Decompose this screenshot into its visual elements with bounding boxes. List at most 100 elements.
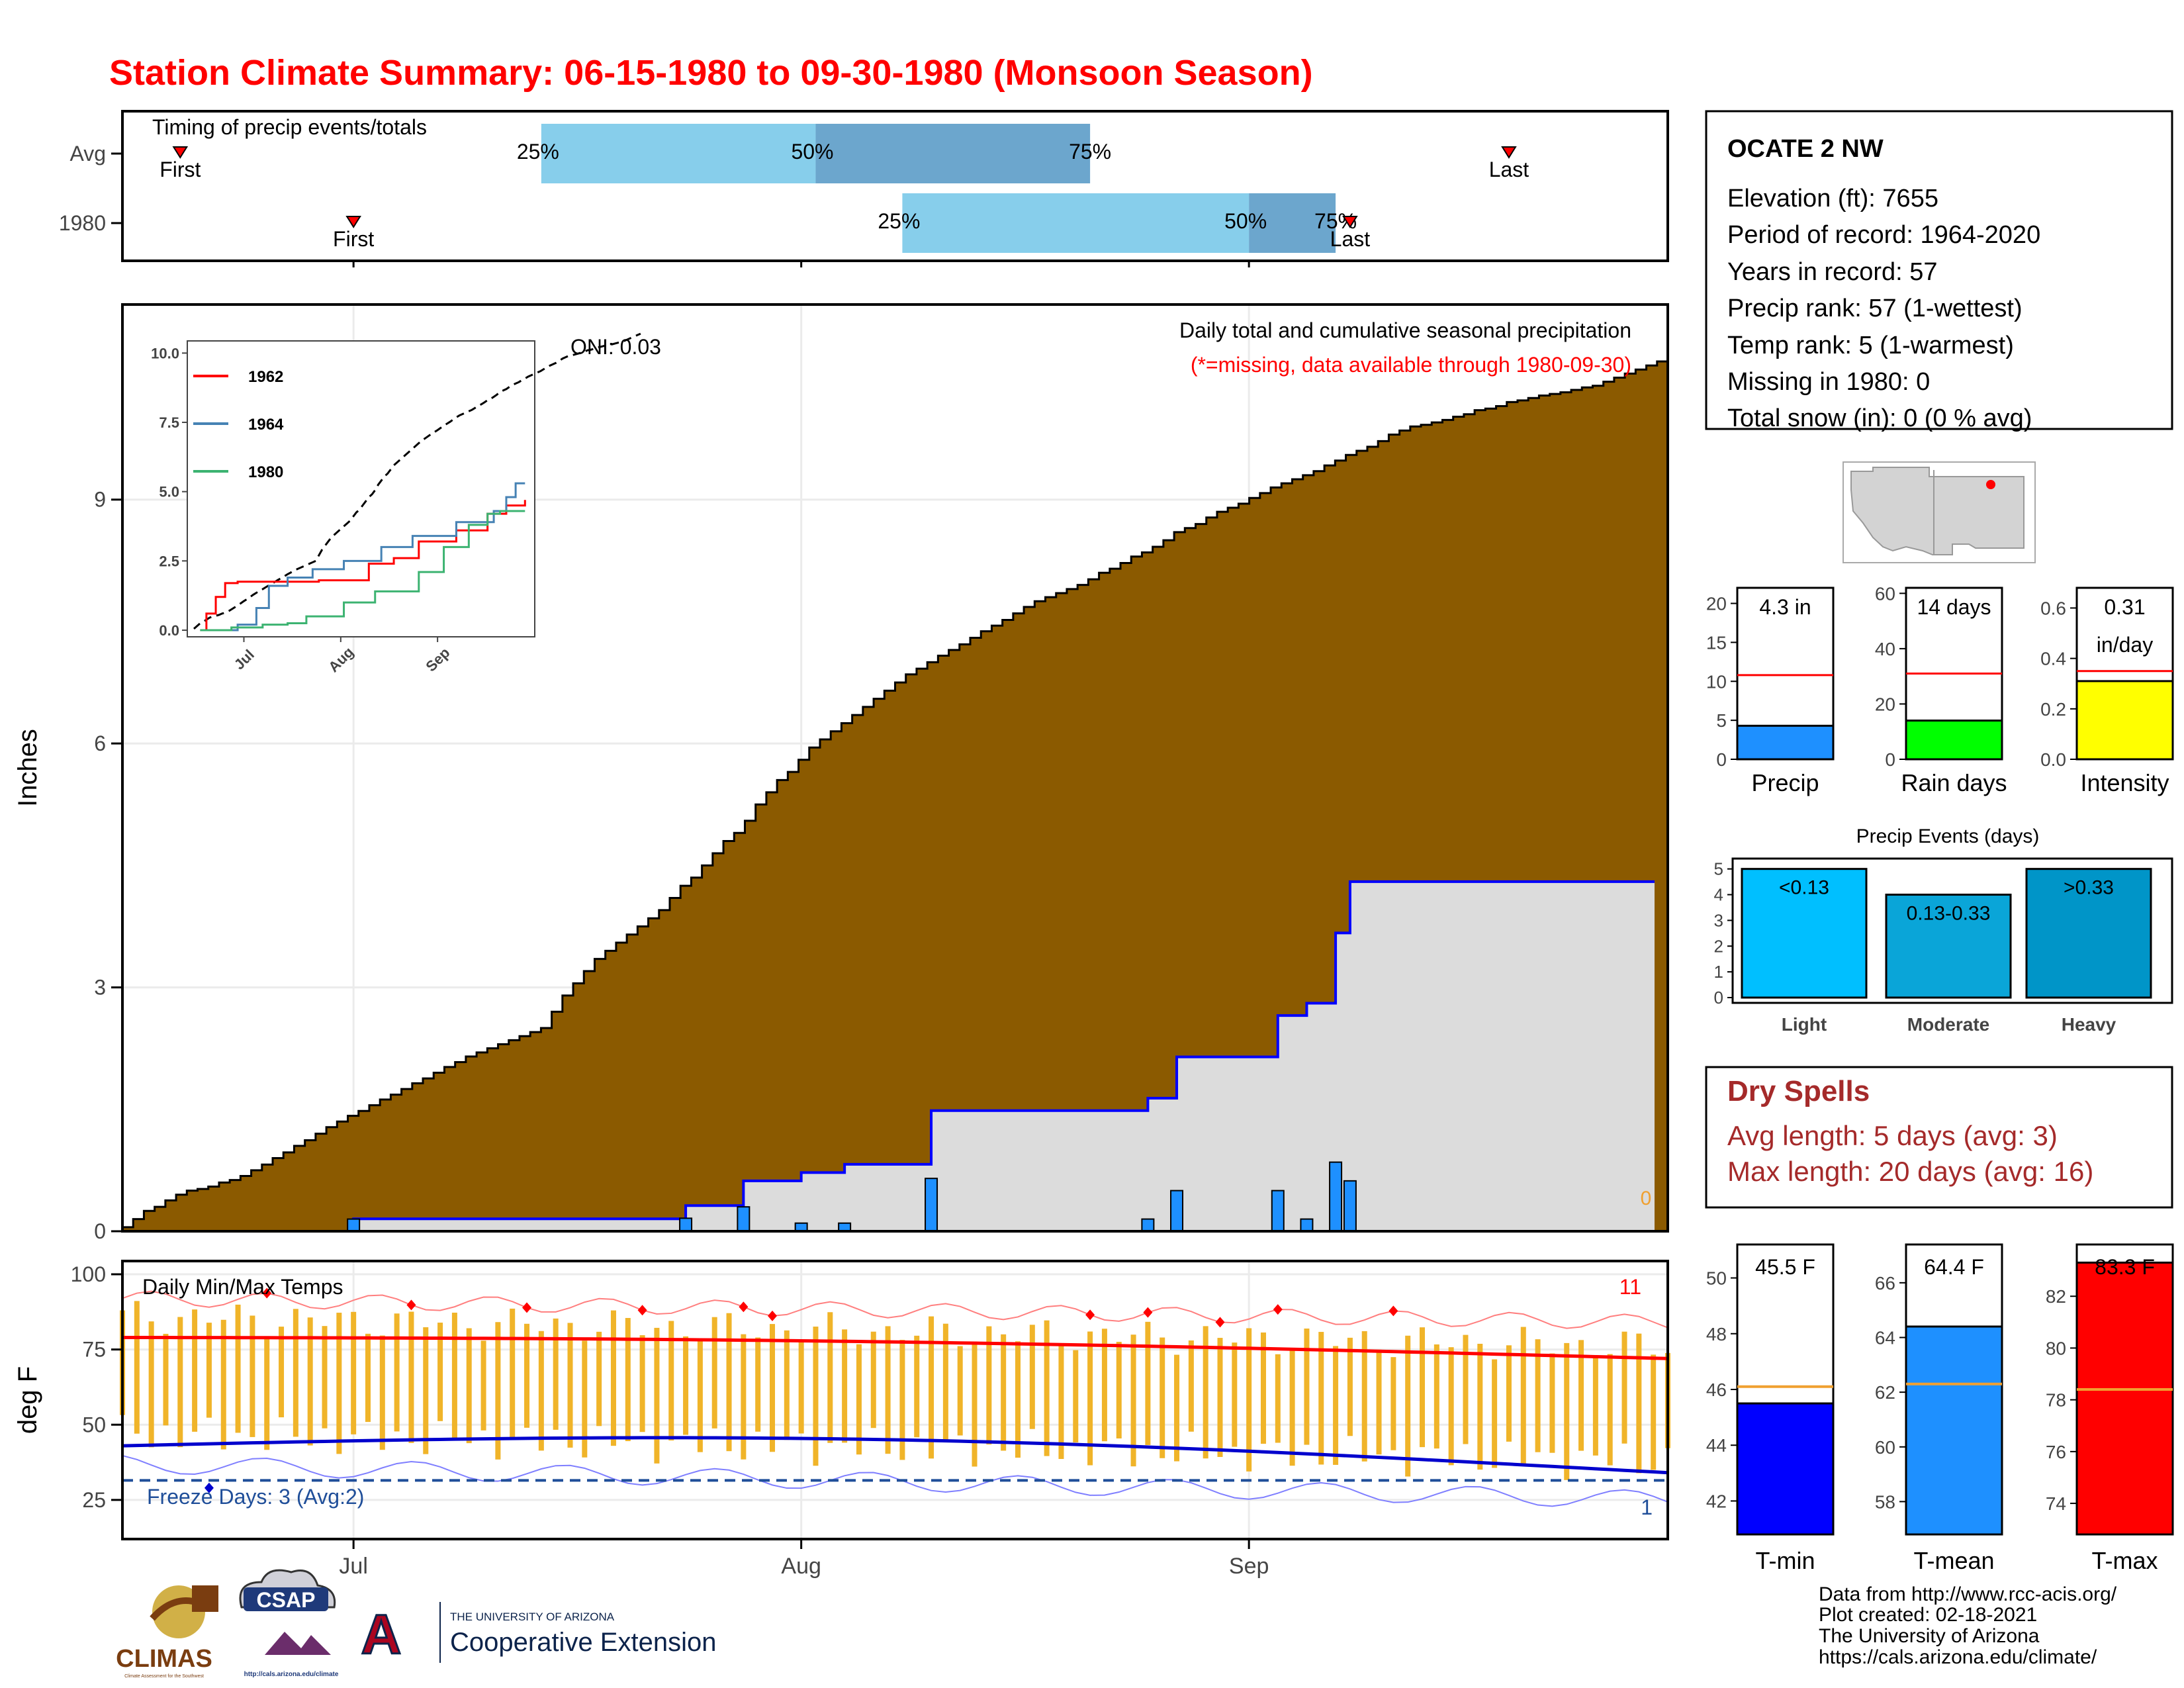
temp-bar-tick-label: 46 (1706, 1380, 1727, 1400)
daily-temp-bar (553, 1318, 559, 1430)
station-elevation: Elevation (ft): 7655 (1727, 185, 1938, 212)
temp-plot (120, 1288, 1670, 1507)
temp-bar-tick-label: 58 (1875, 1491, 1895, 1512)
daily-temp-bar (1217, 1338, 1223, 1457)
daily-precip-bar (925, 1178, 938, 1232)
climas-logo-block (192, 1585, 218, 1612)
daily-temp-bar (929, 1316, 934, 1459)
events-y-tick-label: 4 (1714, 885, 1723, 905)
inset-legend: 1962 1964 1980 (193, 368, 284, 481)
daily-temp-bar (235, 1304, 241, 1433)
timing-last-label: Last (1489, 158, 1529, 181)
temp-bar-tick-label: 60 (1875, 1437, 1895, 1458)
daily-temp-bar (610, 1310, 616, 1446)
daily-temp-bar (307, 1317, 313, 1446)
station-missing: Missing in 1980: 0 (1727, 368, 1930, 396)
station-info-frame (1705, 110, 2173, 430)
summary-bar-tick-label: 5 (1716, 710, 1727, 731)
inset-legend-label: 1964 (248, 416, 284, 434)
summary-bar-value-label: 4.3 in (1759, 595, 1811, 619)
summary-bar-2 (2075, 680, 2174, 761)
daily-temp-bar (885, 1326, 891, 1454)
daily-temp-bar (1578, 1340, 1584, 1451)
event-bar-heavy (2025, 868, 2152, 999)
inset-y-tick-label: 10.0 (151, 345, 179, 361)
climas-logo: CLIMAS Climate Assessment for the Southw… (116, 1585, 218, 1679)
timing-row-label-avg: Avg (69, 142, 106, 165)
station-years: Years in record: 57 (1727, 258, 1938, 286)
daily-temp-bar (1433, 1344, 1439, 1449)
daily-temp-bar (206, 1323, 212, 1418)
timing-panel: Timing of precip events/totals Avg 1980 … (59, 110, 1669, 267)
daily-temp-bar (697, 1339, 703, 1452)
dry-spells-title: Dry Spells (1727, 1075, 1870, 1107)
daily-temp-bar (322, 1326, 328, 1429)
daily-temp-bar (510, 1308, 516, 1438)
precip-y-tick-label: 0 (94, 1219, 106, 1243)
summary-bar-1 (1905, 720, 2003, 761)
inset-y-tick-label: 7.5 (159, 414, 179, 431)
precip-frame (121, 303, 1669, 1233)
freeze-days-count: 1 (1641, 1495, 1653, 1519)
daily-temp-bar (495, 1322, 501, 1460)
daily-temp-bar (1318, 1332, 1324, 1465)
daily-temp-bar (177, 1317, 183, 1448)
daily-temp-bar (1506, 1345, 1512, 1442)
daily-temp-bar (1333, 1346, 1339, 1465)
freeze-days-label: Freeze Days: 3 (Avg:2) (147, 1485, 364, 1509)
record-high-marker (1143, 1307, 1153, 1318)
daily-temp-bar (914, 1335, 920, 1438)
daily-temp-bar (1448, 1347, 1454, 1466)
daily-temp-bar (942, 1323, 948, 1440)
daily-temp-bar (163, 1333, 169, 1426)
temp-bar-tick-label: 76 (2046, 1442, 2066, 1462)
inset-y-tick-label: 0.0 (159, 622, 179, 639)
daily-precip-bar (737, 1206, 751, 1232)
precip-panel: Daily total and cumulative seasonal prec… (13, 303, 1669, 1243)
record-high-marker (637, 1305, 647, 1316)
ua-logo-top-text: THE UNIVERSITY OF ARIZONA (450, 1611, 615, 1623)
ua-logo-letter: A (361, 1603, 402, 1665)
summary-bar-tick-label: 60 (1875, 583, 1895, 604)
hot-days-count: 11 (1619, 1275, 1641, 1299)
daily-temp-bar (1549, 1353, 1555, 1453)
daily-precip-bar (1343, 1180, 1357, 1232)
precip-y-tick-label: 9 (94, 488, 106, 512)
summary-bar-tick-label: 0.2 (2040, 699, 2066, 720)
events-y-tick-label: 3 (1714, 910, 1723, 930)
dry-spells-avg: Avg length: 5 days (avg: 3) (1727, 1120, 2058, 1151)
station-period: Period of record: 1964-2020 (1727, 221, 2040, 249)
daily-temp-bar (827, 1312, 833, 1443)
csap-logo-text: CSAP (257, 1588, 316, 1612)
summary-bar-value-unit: in/day (2097, 633, 2153, 657)
temp-y-tick-label: 25 (82, 1488, 106, 1512)
timing-row-label-year: 1980 (59, 211, 106, 235)
temp-y-axis: 25 50 75 100 (71, 1262, 122, 1512)
daily-temp-bar (1636, 1333, 1642, 1474)
credit-data-source: Data from http://www.rcc-acis.org/ (1819, 1583, 2117, 1605)
temp-bar-value-label: 83.3 F (2095, 1255, 2155, 1279)
daily-temp-bar (1160, 1337, 1165, 1458)
daily-temp-bar (264, 1336, 270, 1450)
temp-avg-max-line (122, 1335, 1668, 1360)
month-x-tick-label: Sep (1229, 1554, 1269, 1579)
temp-y-tick-label: 100 (71, 1262, 106, 1286)
events-title: Precip Events (days) (1856, 825, 2040, 847)
daily-precip-bar (1141, 1218, 1155, 1233)
daily-temp-bar (986, 1326, 992, 1445)
temp-summary-bars: 42 44 46 48 50 45.5 F T-min 58 60 62 64 66 64.4 F T-m… (1706, 1243, 2174, 1574)
inset-series-line (200, 510, 525, 632)
daily-temp-bar (379, 1335, 385, 1450)
record-high-marker (262, 1288, 272, 1299)
daily-precip-bar (1300, 1218, 1314, 1233)
daily-temp-bar (1420, 1327, 1426, 1448)
daily-precip-bar (1170, 1190, 1184, 1232)
timing-p25-label: 25% (517, 140, 559, 164)
daily-temp-bar (408, 1311, 414, 1443)
summary-bar-tick-label: 15 (1706, 632, 1727, 653)
timing-bar-50-75 (1249, 193, 1336, 253)
station-location-dot (1986, 480, 1995, 489)
daily-temp-bar (148, 1321, 154, 1448)
daily-precip-bar (679, 1217, 693, 1232)
events-y-tick-label: 5 (1714, 859, 1723, 879)
